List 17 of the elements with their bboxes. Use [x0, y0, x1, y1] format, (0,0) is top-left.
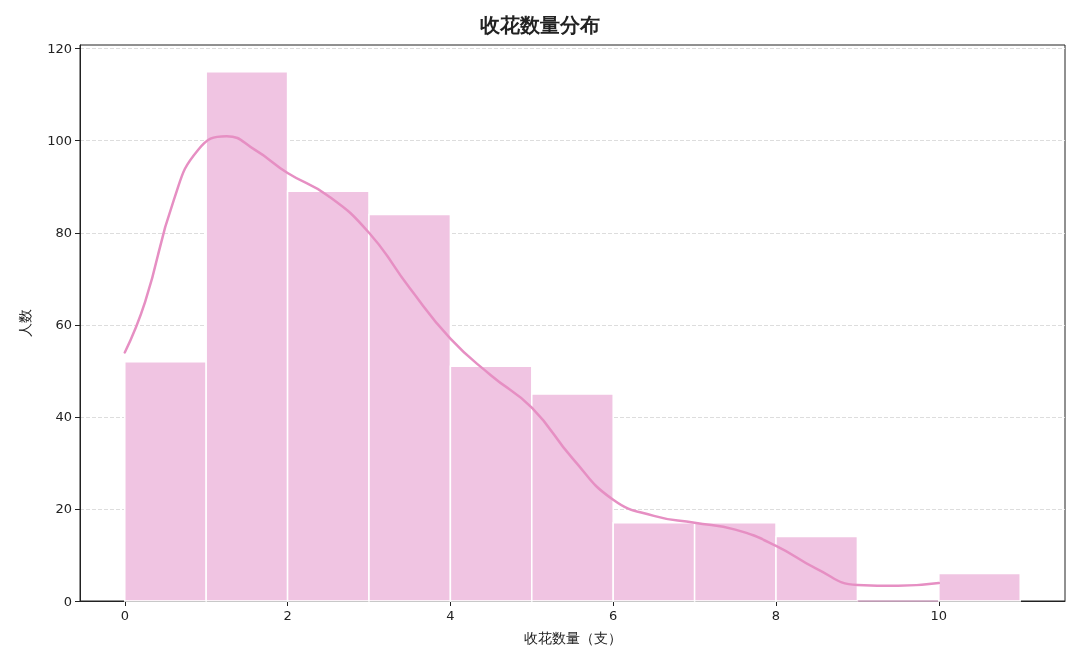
x-tick-label: 2 [283, 608, 292, 623]
y-axis-title: 人数 [17, 309, 33, 337]
x-tick-label: 4 [446, 608, 455, 623]
x-tick-label: 10 [930, 608, 948, 623]
y-tick-label: 60 [55, 317, 72, 333]
y-tick-label: 100 [47, 133, 72, 149]
y-tick-label: 80 [55, 225, 72, 241]
x-tick-label: 8 [771, 608, 781, 623]
chart-title: 收花数量分布 [480, 13, 600, 37]
y-tick-label: 20 [55, 501, 72, 517]
y-tick-label: 0 [63, 593, 72, 609]
y-tick-label: 120 [47, 41, 72, 57]
x-tick-label: 6 [609, 608, 618, 623]
y-tick-label: 40 [55, 409, 72, 425]
x-axis-title: 收花数量（支） [523, 630, 622, 646]
x-tick-label: 0 [120, 608, 129, 623]
line-series [123, 134, 941, 588]
